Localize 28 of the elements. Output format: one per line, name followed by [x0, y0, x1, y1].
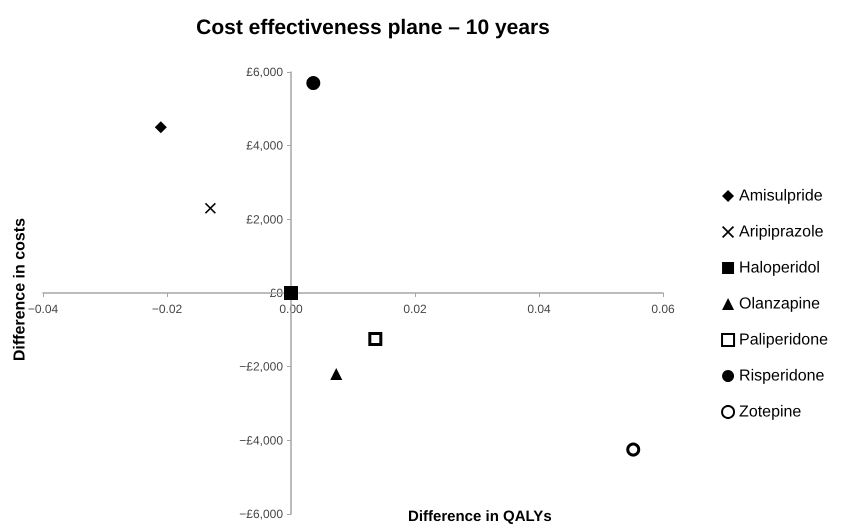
y-tick-label: £4,000 [246, 138, 284, 153]
y-tick-label: −£4,000 [239, 433, 284, 448]
legend-label: Olanzapine [739, 296, 820, 312]
y-axis-title: Difference in costs [12, 218, 28, 362]
legend-label: Zotepine [739, 404, 802, 420]
x-tick-label: 0.04 [527, 302, 551, 316]
legend-label: Risperidone [739, 368, 825, 384]
chart-title: Cost effectiveness plane – 10 years [196, 16, 550, 39]
y-tick-label: −£2,000 [239, 360, 284, 374]
x-tick-label: 0.02 [403, 302, 427, 316]
point [284, 286, 298, 300]
x-axis-title: Difference in QALYs [408, 508, 552, 525]
legend-label: Haloperidol [739, 260, 820, 276]
legend-label: Paliperidone [739, 332, 828, 348]
y-tick-label: −£6,000 [239, 507, 284, 521]
point [330, 368, 342, 380]
point [368, 332, 382, 346]
legend-label: Aripiprazole [739, 224, 824, 240]
x-tick-label: 0.06 [651, 302, 675, 316]
x-tick-label: −0.02 [152, 302, 182, 316]
legend-label: Amisulpride [739, 188, 823, 204]
y-tick-label: £2,000 [246, 212, 284, 226]
point [154, 121, 167, 134]
point [306, 76, 320, 90]
point [204, 202, 216, 214]
point [626, 442, 640, 457]
x-tick-label: −0.04 [28, 302, 58, 316]
y-tick-label: £6,000 [246, 65, 284, 79]
